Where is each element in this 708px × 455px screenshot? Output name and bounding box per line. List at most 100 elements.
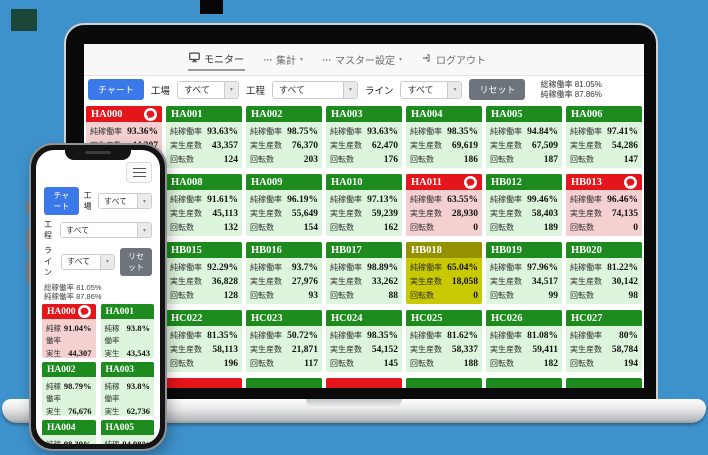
- machine-card[interactable]: HA001 純稼働率 93.8% 実生産数 43,543: [100, 304, 154, 358]
- rate-value: 98.89%: [367, 263, 398, 273]
- net-rate-line: 純稼働率 87.86%: [540, 89, 602, 99]
- production-value: 58,113: [212, 345, 238, 355]
- machine-card[interactable]: HC025 純稼働率 81.62% 実生産数 58,337: [406, 310, 482, 372]
- production-value: 58,784: [611, 345, 638, 355]
- machine-card[interactable]: HC023 純稼働率 50.72% 実生産数 21,871: [246, 310, 322, 372]
- nav-item-master-settings[interactable]: ⋯ マスター設定 ▾: [321, 49, 403, 70]
- machine-card-header: HA011: [406, 174, 482, 190]
- production-value: 76,676: [68, 406, 92, 416]
- machine-card[interactable]: HA002 純稼働率 98.75% 実生産数 76,370: [246, 106, 322, 168]
- rate-value: 93.36%: [127, 127, 158, 137]
- rate-row: 純稼働率 94.98%: [105, 438, 151, 444]
- rate-value: 93.8%: [126, 381, 150, 391]
- machine-card[interactable]: HC027 純稼働率 80% 実生産数 58,784: [566, 310, 642, 372]
- production-row: 実生産数 69,619: [410, 139, 478, 153]
- machine-card[interactable]: HA010 純稼働率 97.13% 実生産数 59,239: [326, 174, 402, 236]
- production-value: 54,152: [371, 345, 398, 355]
- line-select[interactable]: すべて ▾: [61, 253, 115, 270]
- machine-card[interactable]: HB020 純稼働率 81.22% 実生産数 30,142: [566, 242, 642, 304]
- production-label: 実生産数: [490, 277, 522, 286]
- machine-card-body: 純稼働率 98.35% 実生産数 54,152 回転数 145: [326, 326, 402, 372]
- machine-card[interactable]: [486, 378, 562, 388]
- factory-label: 工場: [83, 191, 92, 211]
- machine-card-header: HC027: [566, 310, 642, 326]
- production-row: 実生産数 67,509: [490, 139, 558, 153]
- machine-card[interactable]: HB015 純稼働率 92.29% 実生産数 36,828: [166, 242, 242, 304]
- production-label: 実生産数: [490, 209, 522, 218]
- machine-card-body: 純稼働率 65.04% 実生産数 18,058 回転数 0: [406, 258, 482, 304]
- machine-card[interactable]: [406, 378, 482, 388]
- machine-card-body: 純稼働率 94.98% 実生産数 67,791 回転数 188: [101, 435, 155, 444]
- toolbar-row: チャート 工場 すべて ▾: [44, 187, 152, 215]
- machine-card[interactable]: HA004 純稼働率 98.35% 実生産数 69,619: [406, 106, 482, 168]
- rotation-value: 98: [628, 291, 639, 301]
- line-select[interactable]: すべて ▾: [400, 80, 463, 99]
- machine-card-header: HC024: [326, 310, 402, 326]
- nav-item-logout[interactable]: ログアウト: [420, 49, 487, 70]
- machine-card[interactable]: HC026 純稼働率 81.08% 実生産数 59,411: [486, 310, 562, 372]
- rate-value: 93.63%: [367, 127, 398, 137]
- production-value: 36,828: [211, 277, 238, 287]
- phone-machine-card-grid: HA000 純稼働率 91.04% 実生産数: [36, 304, 160, 444]
- machine-card[interactable]: HA008 純稼働率 91.61% 実生産数 45,113: [166, 174, 242, 236]
- machine-card[interactable]: HB016 純稼働率 93.7% 実生産数 27,976: [246, 242, 322, 304]
- laptop-mockup: モニター ⋯ 集計 ▾ ⋯ マスター設定 ▾ ログアウト: [64, 23, 658, 400]
- machine-card-header: HB016: [246, 242, 322, 258]
- machine-card[interactable]: HA003 純稼働率 93.63% 実生産数 62,470: [326, 106, 402, 168]
- machine-card-header: HA003: [326, 106, 402, 122]
- production-value: 58,337: [451, 345, 478, 355]
- machine-card[interactable]: HB012 純稼働率 99.46% 実生産数 58,403: [486, 174, 562, 236]
- chevron-down-icon: ▾: [300, 57, 304, 63]
- machine-card[interactable]: HB013 純稼働率 96.46% 実生産数: [566, 174, 642, 236]
- machine-card[interactable]: [166, 378, 242, 388]
- machine-card[interactable]: HA011 純稼働率 63.55% 実生産数: [406, 174, 482, 236]
- nav-item-aggregate[interactable]: ⋯ 集計 ▾: [262, 49, 304, 70]
- machine-code: HB017: [331, 244, 362, 256]
- machine-card[interactable]: [246, 378, 322, 388]
- machine-card[interactable]: HA006 純稼働率 97.41% 実生産数 54,286: [566, 106, 642, 168]
- machine-card[interactable]: HA009 純稼働率 96.19% 実生産数 55,649: [246, 174, 322, 236]
- machine-card[interactable]: HA005 純稼働率 94.84% 実生産数 67,509: [486, 106, 562, 168]
- rate-label: 純稼働率: [570, 331, 602, 340]
- chart-button[interactable]: チャート: [44, 187, 79, 215]
- process-select[interactable]: すべて ▾: [60, 222, 152, 238]
- top-navbar: モニター ⋯ 集計 ▾ ⋯ マスター設定 ▾ ログアウト: [84, 44, 644, 76]
- reset-button[interactable]: リセット: [469, 79, 526, 100]
- rotation-label: 回転数: [170, 291, 194, 300]
- reset-button[interactable]: リセット: [120, 247, 152, 276]
- chart-button[interactable]: チャート: [88, 79, 144, 100]
- machine-code: HA011: [411, 176, 442, 188]
- machine-card[interactable]: HA001 純稼働率 93.63% 実生産数 43,357: [166, 106, 242, 168]
- machine-card[interactable]: HA004 純稼働率 98.39% 実生産数 69,899: [42, 420, 96, 444]
- machine-card[interactable]: HC024 純稼働率 98.35% 実生産数 54,152: [326, 310, 402, 372]
- machine-card[interactable]: HA000 純稼働率 91.04% 実生産数: [42, 304, 96, 358]
- menu-button[interactable]: [126, 162, 152, 183]
- machine-code: HB019: [491, 244, 522, 256]
- nav-item-monitor[interactable]: モニター: [188, 48, 245, 71]
- alert-badge-icon: [144, 107, 157, 121]
- machine-card[interactable]: HA002 純稼働率 98.79% 実生産数 76,676: [42, 362, 96, 416]
- rotation-value: 162: [383, 223, 398, 233]
- laptop-screen: モニター ⋯ 集計 ▾ ⋯ マスター設定 ▾ ログアウト: [84, 44, 644, 388]
- factory-select[interactable]: すべて ▾: [176, 80, 239, 99]
- production-value: 30,142: [611, 277, 638, 287]
- machine-card[interactable]: [566, 378, 642, 388]
- machine-card[interactable]: [326, 378, 402, 388]
- rate-label: 純稼働率: [410, 195, 442, 204]
- machine-code: HA003: [331, 108, 363, 120]
- machine-code: HB012: [491, 176, 522, 188]
- machine-card[interactable]: HB018 純稼働率 65.04% 実生産数 18,058: [406, 242, 482, 304]
- factory-select[interactable]: すべて ▾: [98, 193, 152, 209]
- process-select[interactable]: すべて ▾: [271, 80, 358, 99]
- rate-label: 純稼働率: [490, 331, 522, 340]
- rate-row: 純稼働率 50.72%: [250, 329, 318, 343]
- machine-card[interactable]: HA003 純稼働率 93.8% 実生産数 62,736: [100, 362, 154, 416]
- production-value: 43,543: [126, 348, 150, 358]
- machine-card[interactable]: HA005 純稼働率 94.98% 実生産数 67,791: [100, 420, 155, 444]
- machine-card[interactable]: HC022 純稼働率 81.35% 実生産数 58,113: [166, 310, 242, 372]
- machine-card-body: 純稼働率 81.62% 実生産数 58,337 回転数 188: [406, 326, 482, 372]
- machine-card[interactable]: HB019 純稼働率 97.96% 実生産数 34,517: [486, 242, 562, 304]
- machine-card[interactable]: HB017 純稼働率 98.89% 実生産数 33,262: [326, 242, 402, 304]
- rate-row: 純稼働率 97.41%: [570, 125, 638, 139]
- menu-bar: [132, 175, 146, 178]
